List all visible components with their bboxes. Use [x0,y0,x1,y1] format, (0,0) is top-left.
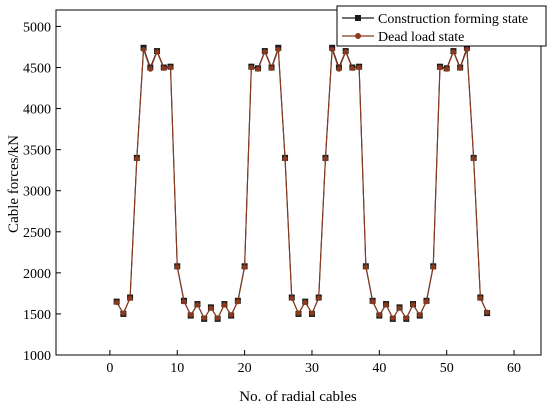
data-point-dead-load [120,310,126,316]
data-point-dead-load [228,312,234,318]
legend-marker-construction [355,15,361,21]
data-point-dead-load [134,156,140,162]
data-point-dead-load [201,315,207,321]
data-point-dead-load [282,156,288,162]
x-tick-label: 30 [305,361,319,376]
x-tick-label: 0 [106,361,113,376]
data-point-dead-load [410,302,416,308]
data-point-dead-load [262,49,268,55]
data-point-dead-load [302,299,308,306]
data-point-dead-load [295,310,302,316]
data-point-dead-load [248,64,254,71]
x-axis-title: No. of radial cables [239,389,357,405]
data-point-dead-load [188,312,194,318]
data-point-dead-load [235,299,241,305]
data-point-dead-load [275,46,281,53]
data-point-dead-load [167,64,174,71]
y-tick-label: 3000 [23,185,51,200]
data-point-dead-load [208,305,214,311]
data-point-dead-load [471,156,477,162]
data-point-dead-load [363,264,369,270]
data-point-dead-load [430,264,436,270]
legend-label-construction: Construction forming state [378,12,528,27]
y-tick-label: 1000 [23,349,51,364]
data-point-dead-load [369,299,376,305]
legend-box [336,5,547,47]
data-point-dead-load [349,65,355,71]
data-point-dead-load [383,302,389,308]
y-tick-label: 4000 [23,103,51,118]
data-point-dead-load [376,312,382,318]
legend-marker-dead-load [355,33,361,39]
data-point-dead-load [356,64,362,71]
data-point-dead-load [194,302,201,308]
data-point-dead-load [457,65,463,71]
legend: Construction forming state Dead load sta… [336,5,547,47]
data-point-dead-load [329,46,335,53]
data-point-dead-load [215,315,221,321]
data-point-dead-load [309,310,315,316]
data-point-dead-load [268,65,275,71]
y-tick-label: 2500 [23,226,51,241]
data-point-dead-load [423,299,430,305]
y-tick-label: 3500 [23,144,51,159]
x-tick-label: 20 [238,361,252,376]
data-point-dead-load [450,49,457,55]
series-layer [113,44,491,322]
y-tick-label: 4500 [23,62,51,77]
x-tick-label: 10 [170,361,184,376]
data-point-dead-load [114,299,120,306]
data-point-dead-load [181,299,187,305]
data-point-dead-load [417,312,423,318]
y-axis: 1000 1500 2000 2500 3000 3500 4000 4500 5000 [23,20,61,364]
x-tick-label: 40 [372,361,386,376]
x-tick-label: 60 [507,361,521,376]
data-point-dead-load [464,46,470,53]
data-point-dead-load [255,66,261,72]
data-point-dead-load [161,65,167,71]
data-point-dead-load [437,64,443,71]
data-point-dead-load [477,295,483,301]
x-axis: 0 10 20 30 40 50 60 [106,350,521,376]
data-point-dead-load [242,264,248,270]
plot-frame [55,9,542,356]
y-tick-label: 5000 [23,20,51,35]
data-point-dead-load [289,295,295,301]
data-point-dead-load [444,66,450,72]
y-tick-label: 2000 [23,267,51,282]
data-point-dead-load [336,66,342,72]
data-point-dead-load [390,315,396,321]
data-point-dead-load [322,156,329,162]
data-point-dead-load [154,49,160,55]
data-point-dead-load [316,295,322,301]
data-point-dead-load [343,49,349,55]
data-point-dead-load [147,66,153,72]
legend-label-dead-load: Dead load state [378,30,464,45]
data-point-dead-load [127,295,133,301]
data-point-dead-load [174,264,180,270]
y-axis-title: Cable forces/kN [6,135,22,233]
data-point-dead-load [140,46,147,53]
data-point-dead-load [403,315,409,321]
data-point-dead-load [484,309,490,315]
x-tick-label: 50 [440,361,454,376]
data-point-dead-load [396,305,403,311]
y-tick-label: 1500 [23,308,51,323]
data-point-dead-load [221,302,228,308]
